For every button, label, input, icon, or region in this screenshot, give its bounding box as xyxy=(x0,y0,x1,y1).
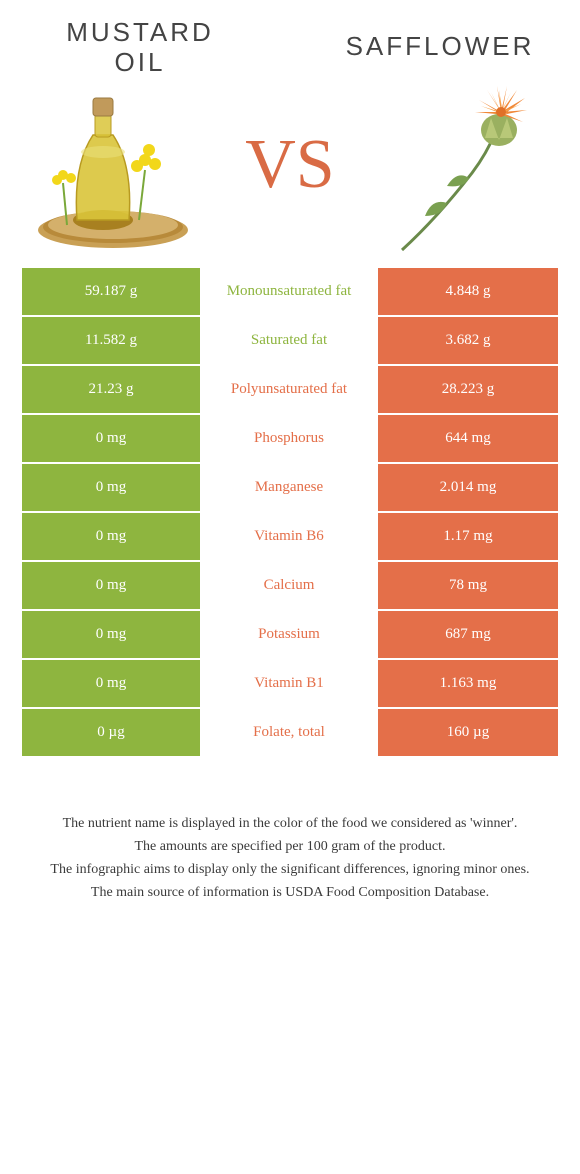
comparison-table: 59.187 gMonounsaturated fat4.848 g11.582… xyxy=(22,268,558,758)
left-value: 0 mg xyxy=(22,513,200,560)
right-value: 28.223 g xyxy=(378,366,558,413)
left-value: 0 mg xyxy=(22,660,200,707)
nutrient-name: Vitamin B6 xyxy=(200,513,378,560)
nutrient-name: Potassium xyxy=(200,611,378,658)
right-value: 3.682 g xyxy=(378,317,558,364)
safflower-image xyxy=(375,78,550,253)
right-value: 4.848 g xyxy=(378,268,558,315)
table-row: 0 mgManganese2.014 mg xyxy=(22,464,558,513)
table-row: 0 mgCalcium78 mg xyxy=(22,562,558,611)
table-row: 0 µgFolate, total160 µg xyxy=(22,709,558,758)
right-value: 78 mg xyxy=(378,562,558,609)
table-row: 0 mgPhosphorus644 mg xyxy=(22,415,558,464)
nutrient-name: Monounsaturated fat xyxy=(200,268,378,315)
table-row: 0 mgPotassium687 mg xyxy=(22,611,558,660)
mustard-oil-image xyxy=(30,78,205,253)
images-row: VS xyxy=(0,73,580,258)
left-value: 21.23 g xyxy=(22,366,200,413)
footnote-line: The infographic aims to display only the… xyxy=(30,859,550,880)
vs-label: VS xyxy=(245,125,334,205)
right-value: 644 mg xyxy=(378,415,558,462)
footnote-line: The nutrient name is displayed in the co… xyxy=(30,813,550,834)
nutrient-name: Vitamin B1 xyxy=(200,660,378,707)
right-food-title: Safflower xyxy=(340,32,540,62)
nutrient-name: Calcium xyxy=(200,562,378,609)
footnotes: The nutrient name is displayed in the co… xyxy=(30,813,550,903)
left-value: 0 mg xyxy=(22,562,200,609)
right-value: 687 mg xyxy=(378,611,558,658)
left-value: 0 mg xyxy=(22,464,200,511)
left-value: 0 µg xyxy=(22,709,200,756)
left-value: 11.582 g xyxy=(22,317,200,364)
nutrient-name: Folate, total xyxy=(200,709,378,756)
nutrient-name: Phosphorus xyxy=(200,415,378,462)
footnote-line: The amounts are specified per 100 gram o… xyxy=(30,836,550,857)
left-food-title: Mustardoil xyxy=(40,18,240,78)
right-value: 2.014 mg xyxy=(378,464,558,511)
left-value: 0 mg xyxy=(22,415,200,462)
table-row: 11.582 gSaturated fat3.682 g xyxy=(22,317,558,366)
right-value: 1.163 mg xyxy=(378,660,558,707)
table-row: 21.23 gPolyunsaturated fat28.223 g xyxy=(22,366,558,415)
table-row: 0 mgVitamin B11.163 mg xyxy=(22,660,558,709)
header: Mustardoil Safflower xyxy=(0,0,580,78)
left-value: 0 mg xyxy=(22,611,200,658)
left-value: 59.187 g xyxy=(22,268,200,315)
table-row: 59.187 gMonounsaturated fat4.848 g xyxy=(22,268,558,317)
table-row: 0 mgVitamin B61.17 mg xyxy=(22,513,558,562)
right-value: 160 µg xyxy=(378,709,558,756)
nutrient-name: Polyunsaturated fat xyxy=(200,366,378,413)
footnote-line: The main source of information is USDA F… xyxy=(30,882,550,903)
nutrient-name: Manganese xyxy=(200,464,378,511)
right-value: 1.17 mg xyxy=(378,513,558,560)
nutrient-name: Saturated fat xyxy=(200,317,378,364)
